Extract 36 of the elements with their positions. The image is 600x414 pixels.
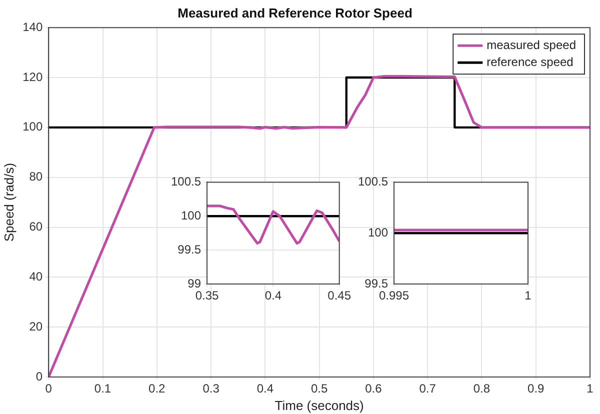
x-tick-label: 0.3 <box>202 382 220 396</box>
x-tick-label: 0.6 <box>365 382 382 396</box>
legend-label: measured speed <box>486 38 576 52</box>
x-tick-label: 0.8 <box>473 382 490 396</box>
y-tick-label: 0 <box>36 369 43 384</box>
y-tick-label: 60 <box>29 220 43 234</box>
legend-label: reference speed <box>486 54 574 69</box>
y-tick-label: 100 <box>22 120 43 134</box>
x-tick-label: 0.4 <box>256 382 274 396</box>
x-tick-label: 0.7 <box>419 382 436 396</box>
y-tick-label: 80 <box>29 170 43 184</box>
x-axis-title: Time (seconds) <box>274 398 364 413</box>
x-tick-label: 0.5 <box>310 382 328 396</box>
y-tick-label: 120 <box>22 70 43 84</box>
x-tick-label: 0.4 <box>264 288 282 303</box>
x-tick-label: 0.45 <box>328 288 352 303</box>
y-tick-label: 140 <box>22 20 43 34</box>
y-tick-label: 20 <box>29 319 43 334</box>
y-tick-label: 99 <box>188 276 202 290</box>
x-tick-label: 0.995 <box>378 288 410 303</box>
x-tick-label: 1 <box>586 382 594 396</box>
y-axis-title: Speed (rad/s) <box>1 162 16 242</box>
y-tick-label: 99.5 <box>364 276 388 290</box>
x-tick-label: 1 <box>524 288 532 303</box>
y-tick-label: 100 <box>368 225 388 240</box>
y-tick-label: 99.5 <box>178 242 202 256</box>
x-tick-label: 0 <box>45 382 52 396</box>
chart-title: Measured and Reference Rotor Speed <box>178 5 412 20</box>
x-tick-label: 0.35 <box>195 288 219 303</box>
y-tick-label: 40 <box>29 269 43 284</box>
x-tick-label: 0.1 <box>94 382 112 396</box>
x-tick-label: 0.2 <box>148 382 166 396</box>
x-tick-label: 0.9 <box>528 382 545 396</box>
y-tick-label: 100.5 <box>358 174 388 189</box>
y-tick-label: 100 <box>180 208 202 222</box>
y-tick-label: 100.5 <box>170 174 202 189</box>
